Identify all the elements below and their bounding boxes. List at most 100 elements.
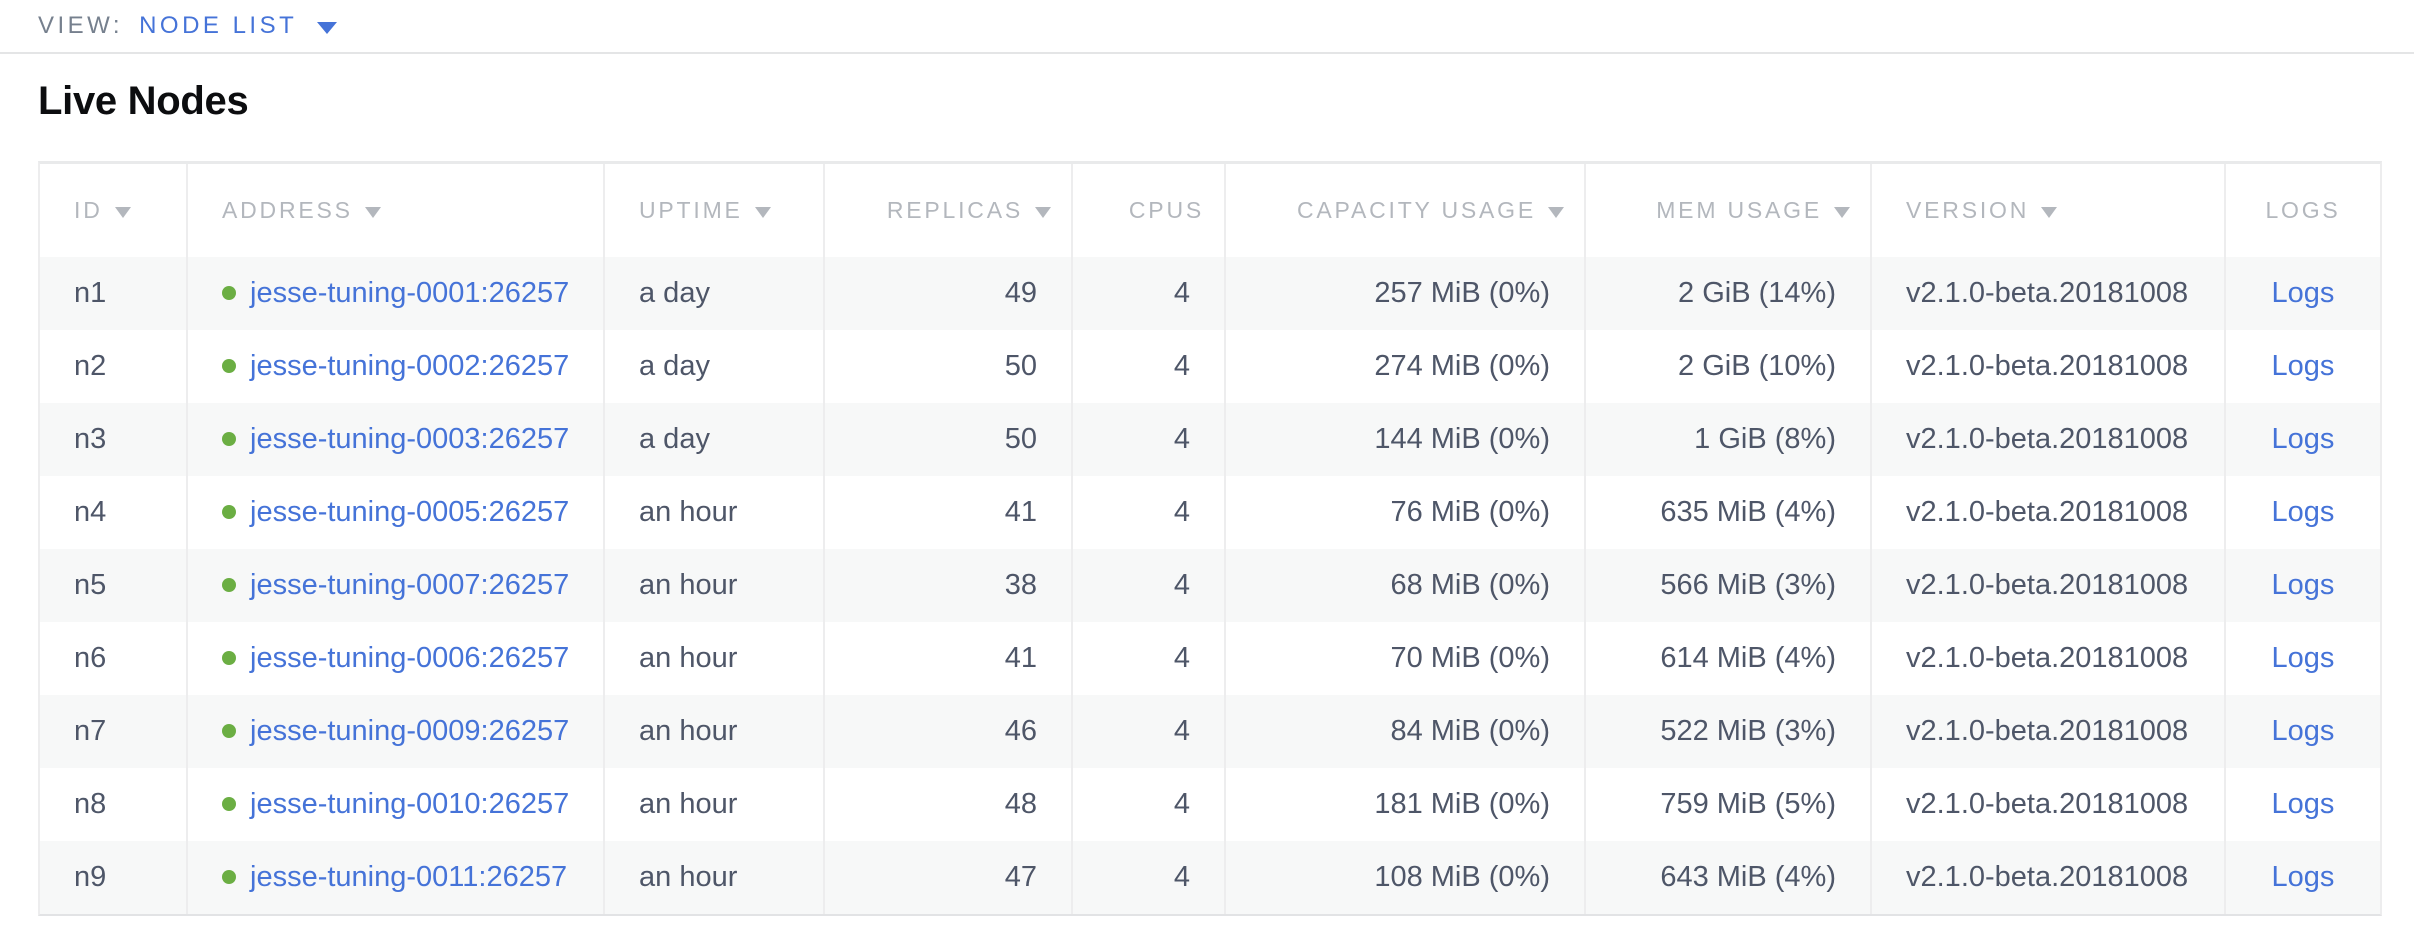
cell-address: jesse-tuning-0011:26257: [186, 841, 603, 914]
sort-arrow-icon: [114, 207, 131, 218]
cell-address: jesse-tuning-0010:26257: [186, 768, 603, 841]
table-row: n1 jesse-tuning-0001:26257 a day 49 4 257 MiB…: [40, 257, 2380, 330]
cell-uptime: a day: [603, 257, 823, 330]
cell-mem_usage: 614 MiB (4%): [1584, 622, 1870, 695]
cell-replicas: 41: [823, 476, 1071, 549]
sort-arrow-icon: [754, 207, 771, 218]
cell-cpus: 4: [1071, 330, 1224, 403]
node-live-status-icon: [222, 505, 236, 519]
column-header-capacity_usage[interactable]: CAPACITY USAGE: [1224, 164, 1584, 257]
cell-uptime: an hour: [603, 841, 823, 914]
column-header-uptime[interactable]: UPTIME: [603, 164, 823, 257]
cell-replicas: 49: [823, 257, 1071, 330]
node-address-link[interactable]: jesse-tuning-0009:26257: [250, 715, 570, 747]
cell-uptime: an hour: [603, 768, 823, 841]
sort-arrow-icon: [1035, 207, 1051, 218]
cell-capacity_usage: 70 MiB (0%): [1224, 622, 1584, 695]
column-header-id[interactable]: ID: [40, 164, 186, 257]
cell-uptime: a day: [603, 330, 823, 403]
cell-uptime: a day: [603, 403, 823, 476]
column-header-mem_usage[interactable]: MEM USAGE: [1584, 164, 1870, 257]
cell-mem_usage: 2 GiB (14%): [1584, 257, 1870, 330]
logs-link[interactable]: Logs: [2271, 642, 2335, 674]
logs-link[interactable]: Logs: [2271, 277, 2335, 309]
table-body: n1 jesse-tuning-0001:26257 a day 49 4 257 MiB…: [40, 257, 2380, 914]
column-header-label: CPUS: [1128, 197, 1204, 223]
cell-id: n9: [40, 841, 186, 914]
cell-id: n3: [40, 403, 186, 476]
table-row: n7 jesse-tuning-0009:26257 an hour 46 4 84 Mi…: [40, 695, 2380, 768]
cell-capacity_usage: 144 MiB (0%): [1224, 403, 1584, 476]
view-dropdown-value: NODE LIST: [139, 12, 298, 39]
logs-link[interactable]: Logs: [2271, 715, 2335, 747]
view-label: VIEW:: [38, 12, 124, 39]
column-header-version[interactable]: VERSION: [1870, 164, 2224, 257]
page-title: Live Nodes: [38, 79, 249, 123]
logs-link[interactable]: Logs: [2271, 569, 2335, 601]
cell-version: v2.1.0-beta.20181008: [1870, 695, 2224, 768]
column-header-label: UPTIME: [639, 197, 743, 223]
cell-replicas: 48: [823, 768, 1071, 841]
column-header-label: MEM USAGE: [1656, 197, 1822, 223]
node-address-link[interactable]: jesse-tuning-0006:26257: [250, 642, 570, 674]
table-row: n9 jesse-tuning-0011:26257 an hour 47 4 108 M…: [40, 841, 2380, 914]
cell-replicas: 50: [823, 403, 1071, 476]
cell-mem_usage: 2 GiB (10%): [1584, 330, 1870, 403]
column-header-label: VERSION: [1906, 197, 2030, 223]
cell-id: n8: [40, 768, 186, 841]
column-header-logs: LOGS: [2224, 164, 2380, 257]
live-nodes-table-wrap: ID ADDRESS UPTIME REPLICAS CPUS CAPACITY USAG…: [38, 161, 2382, 916]
cell-mem_usage: 635 MiB (4%): [1584, 476, 1870, 549]
cell-logs: Logs: [2224, 549, 2380, 622]
node-address-link[interactable]: jesse-tuning-0011:26257: [250, 861, 568, 893]
node-address-link[interactable]: jesse-tuning-0002:26257: [250, 350, 570, 382]
cell-uptime: an hour: [603, 549, 823, 622]
table-row: n2 jesse-tuning-0002:26257 a day 50 4 274 MiB…: [40, 330, 2380, 403]
cell-id: n5: [40, 549, 186, 622]
cell-capacity_usage: 68 MiB (0%): [1224, 549, 1584, 622]
cell-logs: Logs: [2224, 403, 2380, 476]
cell-logs: Logs: [2224, 768, 2380, 841]
logs-link[interactable]: Logs: [2271, 496, 2335, 528]
cell-cpus: 4: [1071, 476, 1224, 549]
table-row: n6 jesse-tuning-0006:26257 an hour 41 4 70 Mi…: [40, 622, 2380, 695]
node-address-link[interactable]: jesse-tuning-0007:26257: [250, 569, 570, 601]
node-live-status-icon: [222, 578, 236, 592]
node-address-link[interactable]: jesse-tuning-0010:26257: [250, 788, 570, 820]
cell-logs: Logs: [2224, 257, 2380, 330]
cell-address: jesse-tuning-0006:26257: [186, 622, 603, 695]
cell-replicas: 47: [823, 841, 1071, 914]
cell-capacity_usage: 274 MiB (0%): [1224, 330, 1584, 403]
cell-capacity_usage: 76 MiB (0%): [1224, 476, 1584, 549]
cell-uptime: an hour: [603, 622, 823, 695]
logs-link[interactable]: Logs: [2271, 350, 2335, 382]
sort-arrow-icon: [1548, 207, 1564, 218]
cell-logs: Logs: [2224, 622, 2380, 695]
node-live-status-icon: [222, 359, 236, 373]
logs-link[interactable]: Logs: [2271, 861, 2335, 893]
live-nodes-table: ID ADDRESS UPTIME REPLICAS CPUS CAPACITY USAG…: [38, 161, 2382, 916]
node-address-link[interactable]: jesse-tuning-0005:26257: [250, 496, 570, 528]
cell-id: n4: [40, 476, 186, 549]
node-live-status-icon: [222, 286, 236, 300]
view-dropdown[interactable]: NODE LIST: [139, 12, 338, 40]
cell-cpus: 4: [1071, 768, 1224, 841]
column-header-address[interactable]: ADDRESS: [186, 164, 603, 257]
view-selector-bar: VIEW: NODE LIST: [0, 0, 2414, 54]
cell-cpus: 4: [1071, 622, 1224, 695]
node-address-link[interactable]: jesse-tuning-0003:26257: [250, 423, 570, 455]
chevron-down-icon: [317, 21, 338, 34]
logs-link[interactable]: Logs: [2271, 423, 2335, 455]
logs-link[interactable]: Logs: [2271, 788, 2335, 820]
table-header-row: ID ADDRESS UPTIME REPLICAS CPUS CAPACITY USAG…: [40, 164, 2380, 257]
cell-logs: Logs: [2224, 841, 2380, 914]
column-header-label: ADDRESS: [222, 197, 353, 223]
table-row: n3 jesse-tuning-0003:26257 a day 50 4 144 MiB…: [40, 403, 2380, 476]
cell-replicas: 46: [823, 695, 1071, 768]
cell-logs: Logs: [2224, 695, 2380, 768]
cell-logs: Logs: [2224, 476, 2380, 549]
cell-id: n2: [40, 330, 186, 403]
node-address-link[interactable]: jesse-tuning-0001:26257: [250, 277, 570, 309]
table-row: n8 jesse-tuning-0010:26257 an hour 48 4 181 M…: [40, 768, 2380, 841]
column-header-replicas[interactable]: REPLICAS: [823, 164, 1071, 257]
